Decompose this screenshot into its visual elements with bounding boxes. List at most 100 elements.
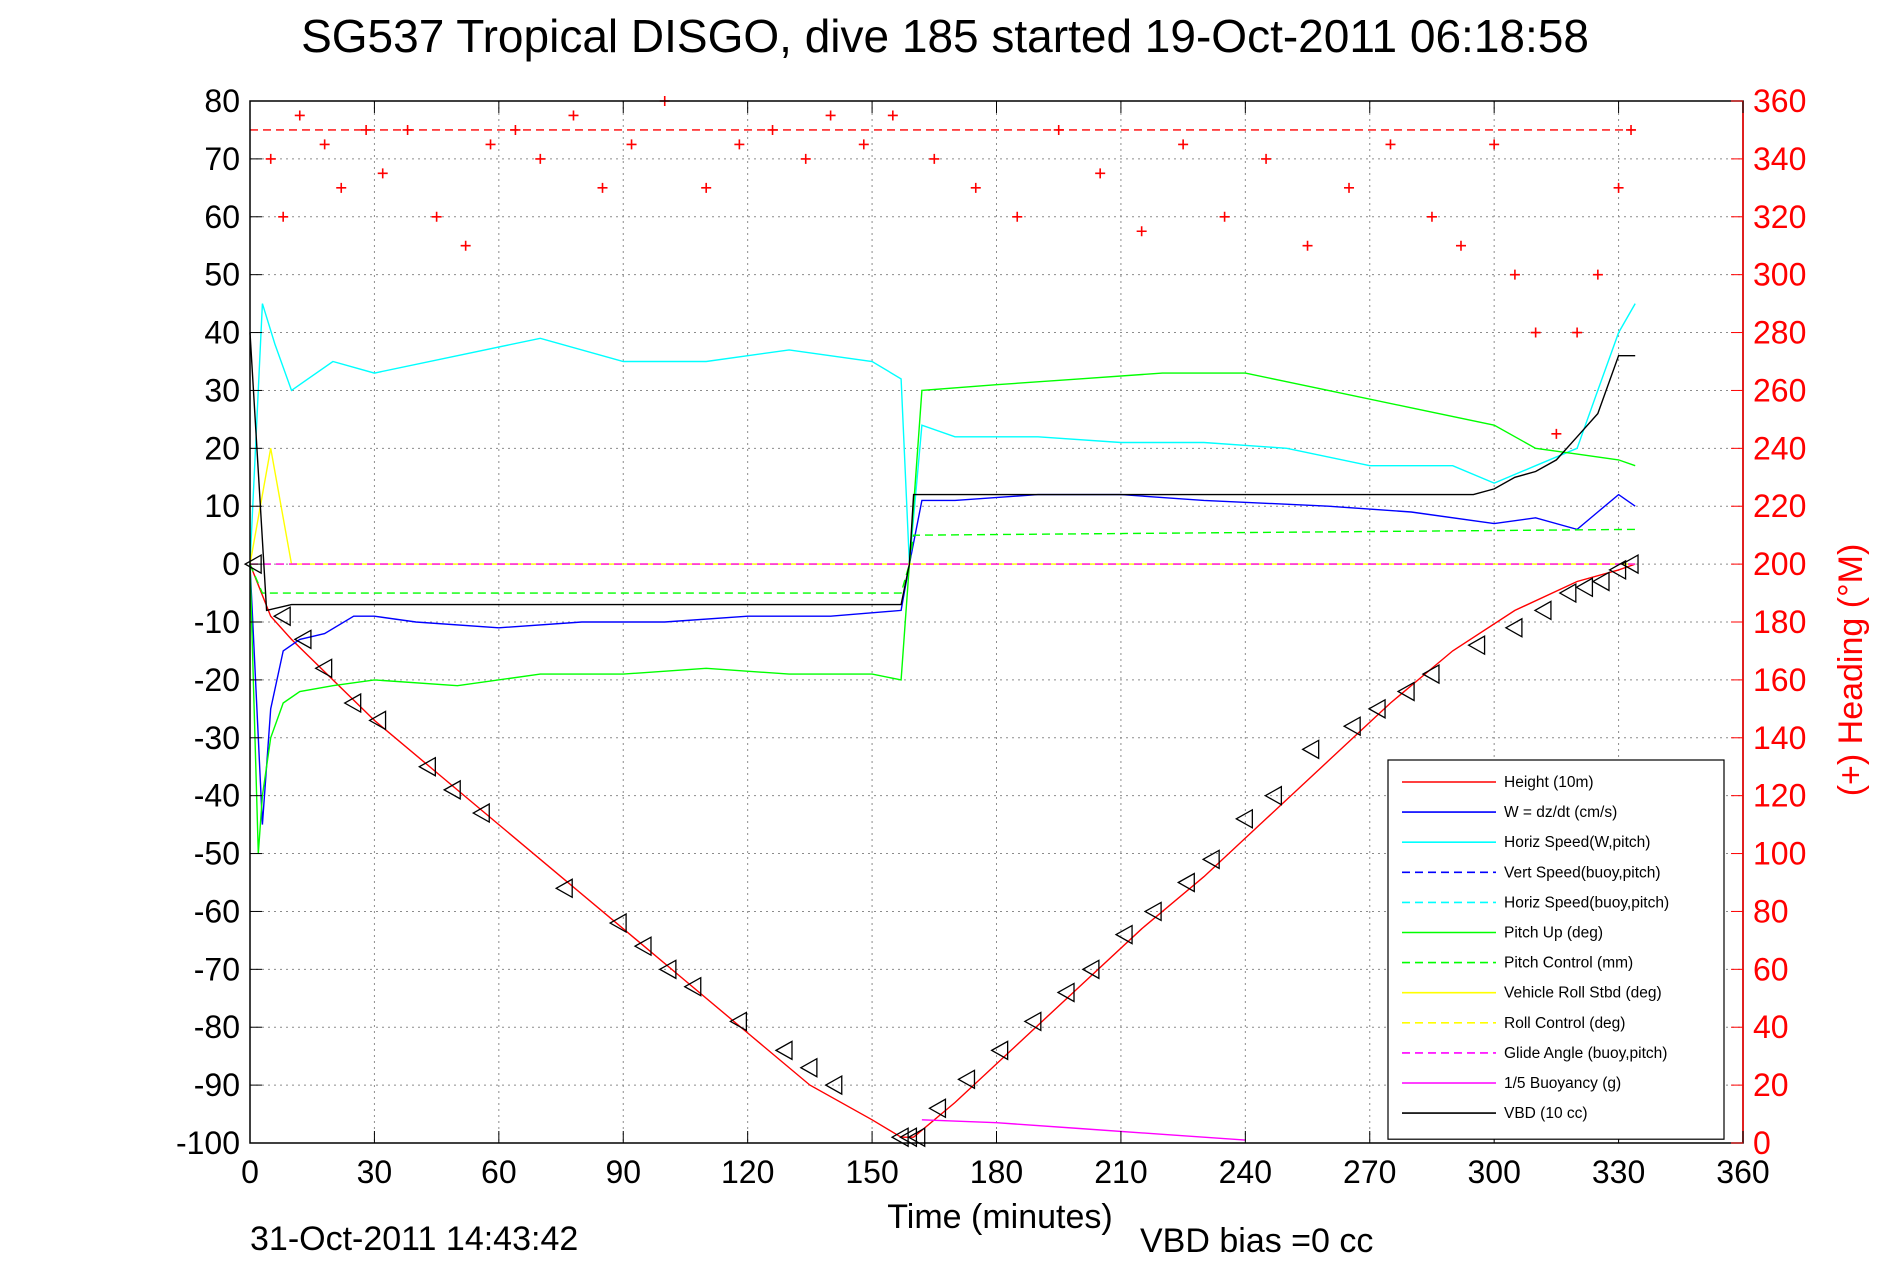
depth-samples-point-11 (633, 936, 652, 957)
depth-samples-point-23 (990, 1040, 1009, 1061)
y2-tick-label-14: 80 (1753, 893, 1789, 929)
x-tick-label-1: 30 (357, 1154, 393, 1190)
depth-samples-point-20 (907, 1127, 926, 1148)
depth-samples-point-13 (683, 976, 702, 997)
y2-tick-label-0: 360 (1753, 83, 1806, 119)
depth-samples-point-35 (1367, 698, 1386, 719)
depth-samples-point-21 (928, 1098, 947, 1119)
heading-point-25 (970, 182, 981, 193)
depth-samples-point-1 (272, 606, 291, 627)
heading-point-21 (825, 110, 836, 121)
vbd-10-cc-line (249, 332, 1636, 612)
depth-samples-point-14 (729, 1011, 748, 1032)
legend-label-pitch-up-deg: Pitch Up (deg) (1504, 925, 1603, 942)
heading-point-33 (1302, 240, 1313, 251)
heading-point-19 (767, 124, 778, 135)
y-tick-label-9: -10 (194, 604, 240, 640)
y-tick-label-11: -30 (194, 720, 240, 756)
y-tick-label-3: 50 (204, 257, 240, 293)
w-dz-dt-cm-s-line (249, 493, 1636, 825)
heading-point-45 (1626, 124, 1637, 135)
depth-samples-point-15 (774, 1040, 793, 1061)
depth-samples-point-30 (1201, 849, 1220, 870)
y2-tick-label-6: 240 (1753, 430, 1806, 466)
heading-point-6 (377, 168, 388, 179)
heading-point-36 (1426, 211, 1437, 222)
x-tick-label-6: 180 (970, 1154, 1023, 1190)
depth-samples-point-16 (799, 1057, 818, 1078)
depth-samples-point-27 (1114, 924, 1133, 945)
legend-label-horiz-speed-buoy-pitch: Horiz Speed(buoy,pitch) (1504, 894, 1669, 911)
heading-point-40 (1530, 327, 1541, 338)
legend-label-vert-speed-buoy-pitch: Vert Speed(buoy,pitch) (1504, 864, 1661, 881)
y2-tick-label-4: 280 (1753, 315, 1806, 351)
y2-tick-label-15: 60 (1753, 951, 1789, 987)
depth-samples-point-42 (1575, 577, 1594, 598)
y-axis-ticks: 80 70 60 50 40 30 20 10 0 -10 -20 -30 -40 -50 -60 -70 -8… (176, 83, 262, 1161)
y-tick-label-8: 0 (222, 546, 240, 582)
heading-point-22 (858, 139, 869, 150)
heading-point-35 (1385, 139, 1396, 150)
depth-samples-point-7 (442, 779, 461, 800)
y2-tick-label-8: 200 (1753, 546, 1806, 582)
depth-samples-point-31 (1235, 808, 1253, 829)
series-layer (243, 96, 1639, 1148)
x-tick-label-12: 360 (1716, 1154, 1769, 1190)
heading-point-42 (1572, 327, 1583, 338)
depth-samples-point-25 (1056, 982, 1075, 1003)
y2-tick-label-5: 260 (1753, 372, 1806, 408)
y2-tick-label-2: 320 (1753, 199, 1806, 235)
legend-label-pitch-control-mm: Pitch Control (mm) (1504, 955, 1633, 972)
heading-point-37 (1455, 240, 1466, 251)
heading-point-4 (336, 182, 347, 193)
y-tick-label-14: -60 (194, 893, 240, 929)
x-tick-label-9: 270 (1343, 1154, 1396, 1190)
footer-vbd-bias: VBD bias =0 cc (1140, 1222, 1373, 1260)
legend-label-1-5-buoyancy-g: 1/5 Buoyancy (g) (1504, 1075, 1621, 1092)
heading-point-24 (929, 153, 940, 164)
x-tick-label-5: 150 (845, 1154, 898, 1190)
heading-point-10 (485, 139, 496, 150)
y2-tick-label-18: 0 (1753, 1125, 1771, 1161)
depth-samples-point-19 (899, 1127, 918, 1148)
y2-tick-label-3: 300 (1753, 257, 1806, 293)
x-tick-label-8: 240 (1219, 1154, 1272, 1190)
heading-point-30 (1178, 139, 1189, 150)
depth-samples-point-3 (314, 658, 333, 679)
y2-tick-label-11: 140 (1753, 720, 1806, 756)
y2-tick-label-7: 220 (1753, 488, 1806, 524)
depth-samples-point-17 (824, 1074, 843, 1096)
heading-point-20 (800, 153, 811, 164)
depth-samples-point-40 (1533, 600, 1552, 621)
depth-samples-point-33 (1301, 739, 1320, 760)
heading-point-34 (1344, 182, 1355, 193)
heading-point-38 (1489, 139, 1500, 150)
y-tick-label-5: 30 (204, 372, 240, 408)
depth-samples-point-44 (1608, 559, 1627, 581)
heading-point-28 (1095, 168, 1106, 179)
y-tick-label-12: -40 (194, 778, 240, 814)
x-tick-label-3: 90 (605, 1154, 641, 1190)
depth-samples-point-36 (1396, 681, 1415, 702)
heading-point-29 (1136, 226, 1147, 237)
depth-samples-point-39 (1504, 617, 1523, 638)
depth-samples-point-26 (1081, 959, 1100, 980)
heading-point-11 (510, 124, 521, 135)
heading-point-18 (734, 139, 745, 150)
x-tick-label-4: 120 (721, 1154, 774, 1190)
depth-samples-point-9 (554, 878, 573, 899)
footer-timestamp: 31-Oct-2011 14:43:42 (250, 1220, 578, 1258)
y-tick-label-0: 80 (204, 83, 240, 119)
x-tick-label-7: 210 (1094, 1154, 1147, 1190)
y2-tick-label-17: 20 (1753, 1067, 1789, 1103)
y-tick-label-10: -20 (194, 662, 240, 698)
y-tick-label-2: 60 (204, 199, 240, 235)
depth-samples-point-4 (343, 692, 362, 714)
depth-samples-point-24 (1023, 1011, 1042, 1032)
height-10m-line (249, 563, 1636, 1138)
x-tick-label-11: 330 (1592, 1154, 1645, 1190)
heading-point-41 (1551, 428, 1562, 439)
heading-markers (265, 96, 1637, 439)
depth-samples-point-38 (1467, 635, 1486, 656)
depth-samples-point-22 (957, 1069, 976, 1090)
